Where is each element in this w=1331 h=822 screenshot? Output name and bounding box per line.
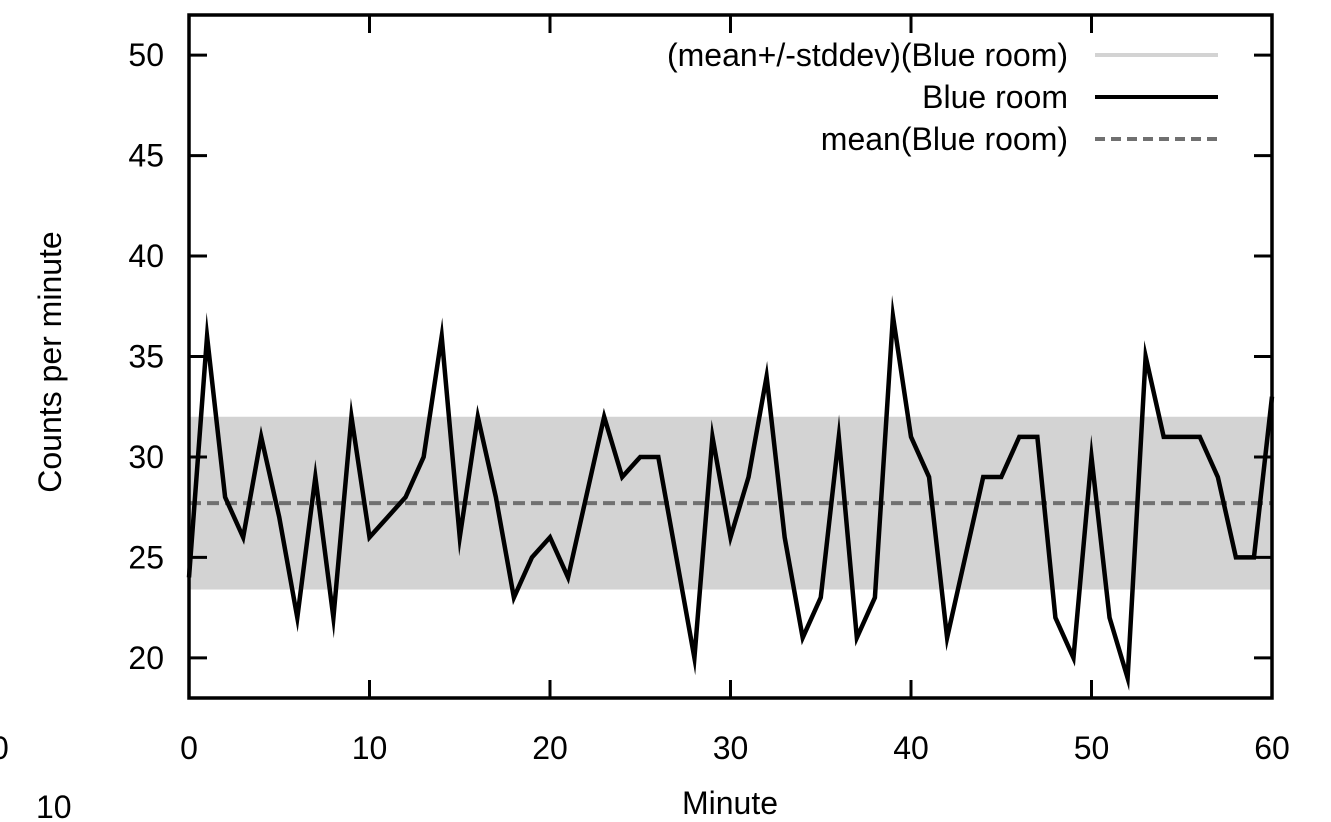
bleed-tick-label: 0	[0, 730, 9, 766]
legend-label: (mean+/-stddev)(Blue room)	[667, 37, 1068, 73]
x-tick-label: 40	[893, 730, 929, 766]
legend-label: mean(Blue room)	[821, 121, 1068, 157]
y-tick-label: 50	[128, 37, 164, 73]
y-tick-label: 25	[128, 539, 164, 575]
y-tick-label: 45	[128, 138, 164, 174]
y-tick-label: 30	[128, 439, 164, 475]
legend-label: Blue room	[922, 79, 1068, 115]
x-tick-label: 60	[1254, 730, 1290, 766]
x-tick-label: 10	[352, 730, 388, 766]
y-tick-label: 35	[128, 339, 164, 375]
bleed-bottom-label: 10	[36, 789, 72, 822]
y-tick-label: 40	[128, 238, 164, 274]
data-line-layer	[186, 295, 1275, 691]
legend: (mean+/-stddev)(Blue room) Blue room mean(…	[667, 37, 1218, 157]
x-tick-label: 20	[532, 730, 568, 766]
x-axis-label: Minute	[682, 785, 778, 821]
y-axis-label: Counts per minute	[32, 231, 68, 492]
tick-layer: 0 10 20 30 40 50 60 20 25 30 35 40 45 50	[128, 15, 1290, 766]
x-tick-label: 0	[180, 730, 198, 766]
y-tick-label: 20	[128, 640, 164, 676]
x-tick-label: 30	[713, 730, 749, 766]
x-tick-label: 50	[1074, 730, 1110, 766]
